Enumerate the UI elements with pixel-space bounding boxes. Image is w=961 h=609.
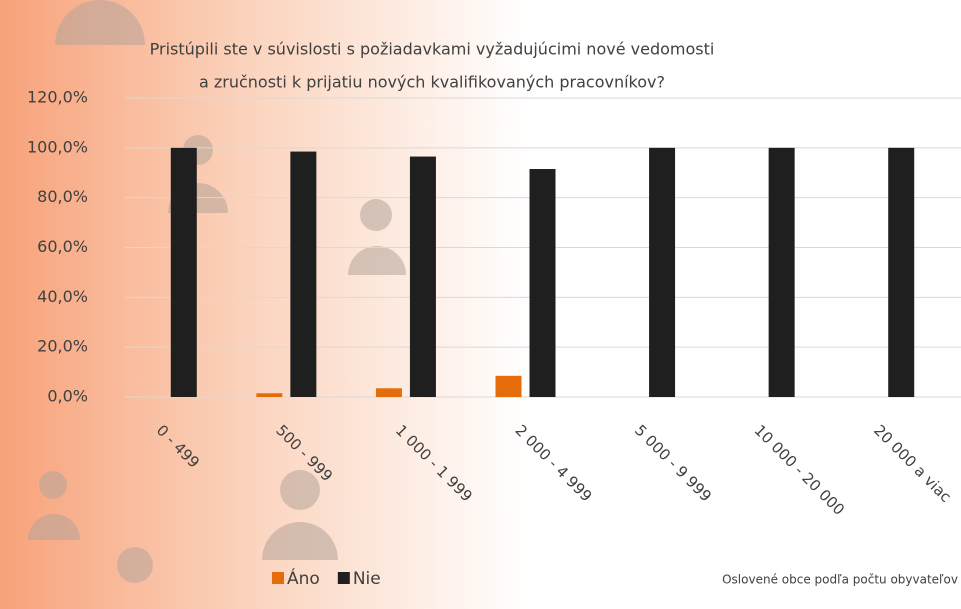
- y-tick-label: 120,0%: [27, 88, 88, 107]
- chart-title: Pristúpili ste v súvislosti s požiadavka…: [150, 40, 715, 59]
- y-tick-label: 100,0%: [27, 137, 88, 156]
- y-tick-label: 0,0%: [47, 387, 88, 406]
- legend-swatch: [337, 572, 350, 584]
- bar: [409, 156, 436, 397]
- bar: [768, 147, 795, 397]
- bar: [256, 393, 283, 397]
- y-tick-label: 60,0%: [37, 237, 88, 256]
- y-tick-label: 40,0%: [37, 287, 88, 306]
- y-tick-label: 20,0%: [37, 337, 88, 356]
- bar: [495, 375, 522, 397]
- bar: [170, 147, 197, 397]
- chart-title: a zručnosti k prijatiu nových kvalifikov…: [199, 73, 665, 92]
- bar: [290, 151, 317, 397]
- y-tick-label: 80,0%: [37, 187, 88, 206]
- bar: [888, 147, 915, 397]
- bar: [375, 388, 402, 397]
- legend-label: Áno: [287, 567, 320, 589]
- legend-label: Nie: [353, 569, 381, 589]
- legend-swatch: [272, 572, 284, 584]
- x-axis-title: Oslovené obce podľa počtu obyvateľov: [722, 573, 958, 587]
- bar: [529, 169, 556, 397]
- bar: [649, 147, 676, 397]
